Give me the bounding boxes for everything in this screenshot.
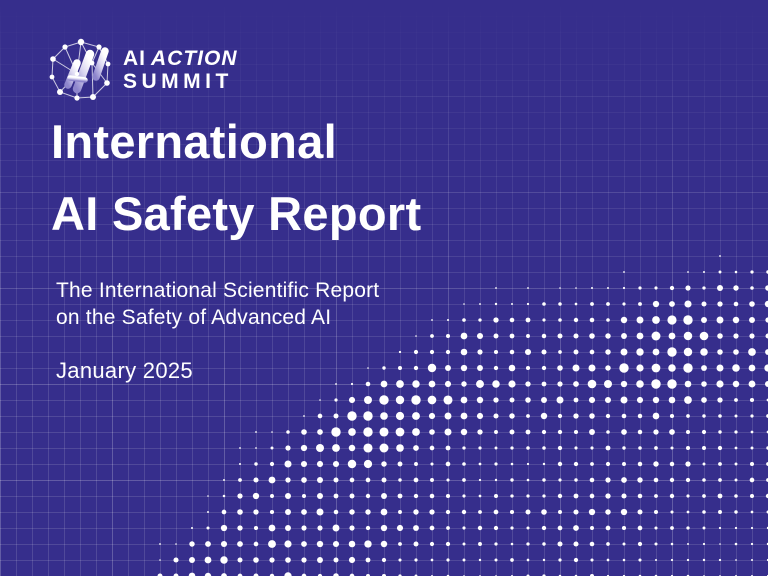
report-title: International AI Safety Report [51, 106, 421, 250]
report-title-line1: International [51, 115, 337, 168]
brand-line-summit: SUMMIT [123, 70, 233, 93]
brand-line-ai-action: AI ACTION [123, 47, 238, 70]
ai-network-icon [49, 38, 111, 101]
report-subtitle-line2: on the Safety of Advanced AI [56, 306, 332, 329]
brand-ai: AI [123, 47, 146, 70]
brand-action: ACTION [151, 47, 238, 70]
logo-wordmark: AI ACTION SUMMIT [123, 47, 238, 93]
report-subtitle-line1: The International Scientific Report [56, 279, 380, 302]
report-subtitle: The International Scientific Report on t… [56, 277, 379, 331]
report-title-line2: AI Safety Report [51, 187, 422, 240]
report-date: January 2025 [56, 358, 193, 383]
ai-action-summit-logo: AI ACTION SUMMIT [48, 36, 238, 104]
